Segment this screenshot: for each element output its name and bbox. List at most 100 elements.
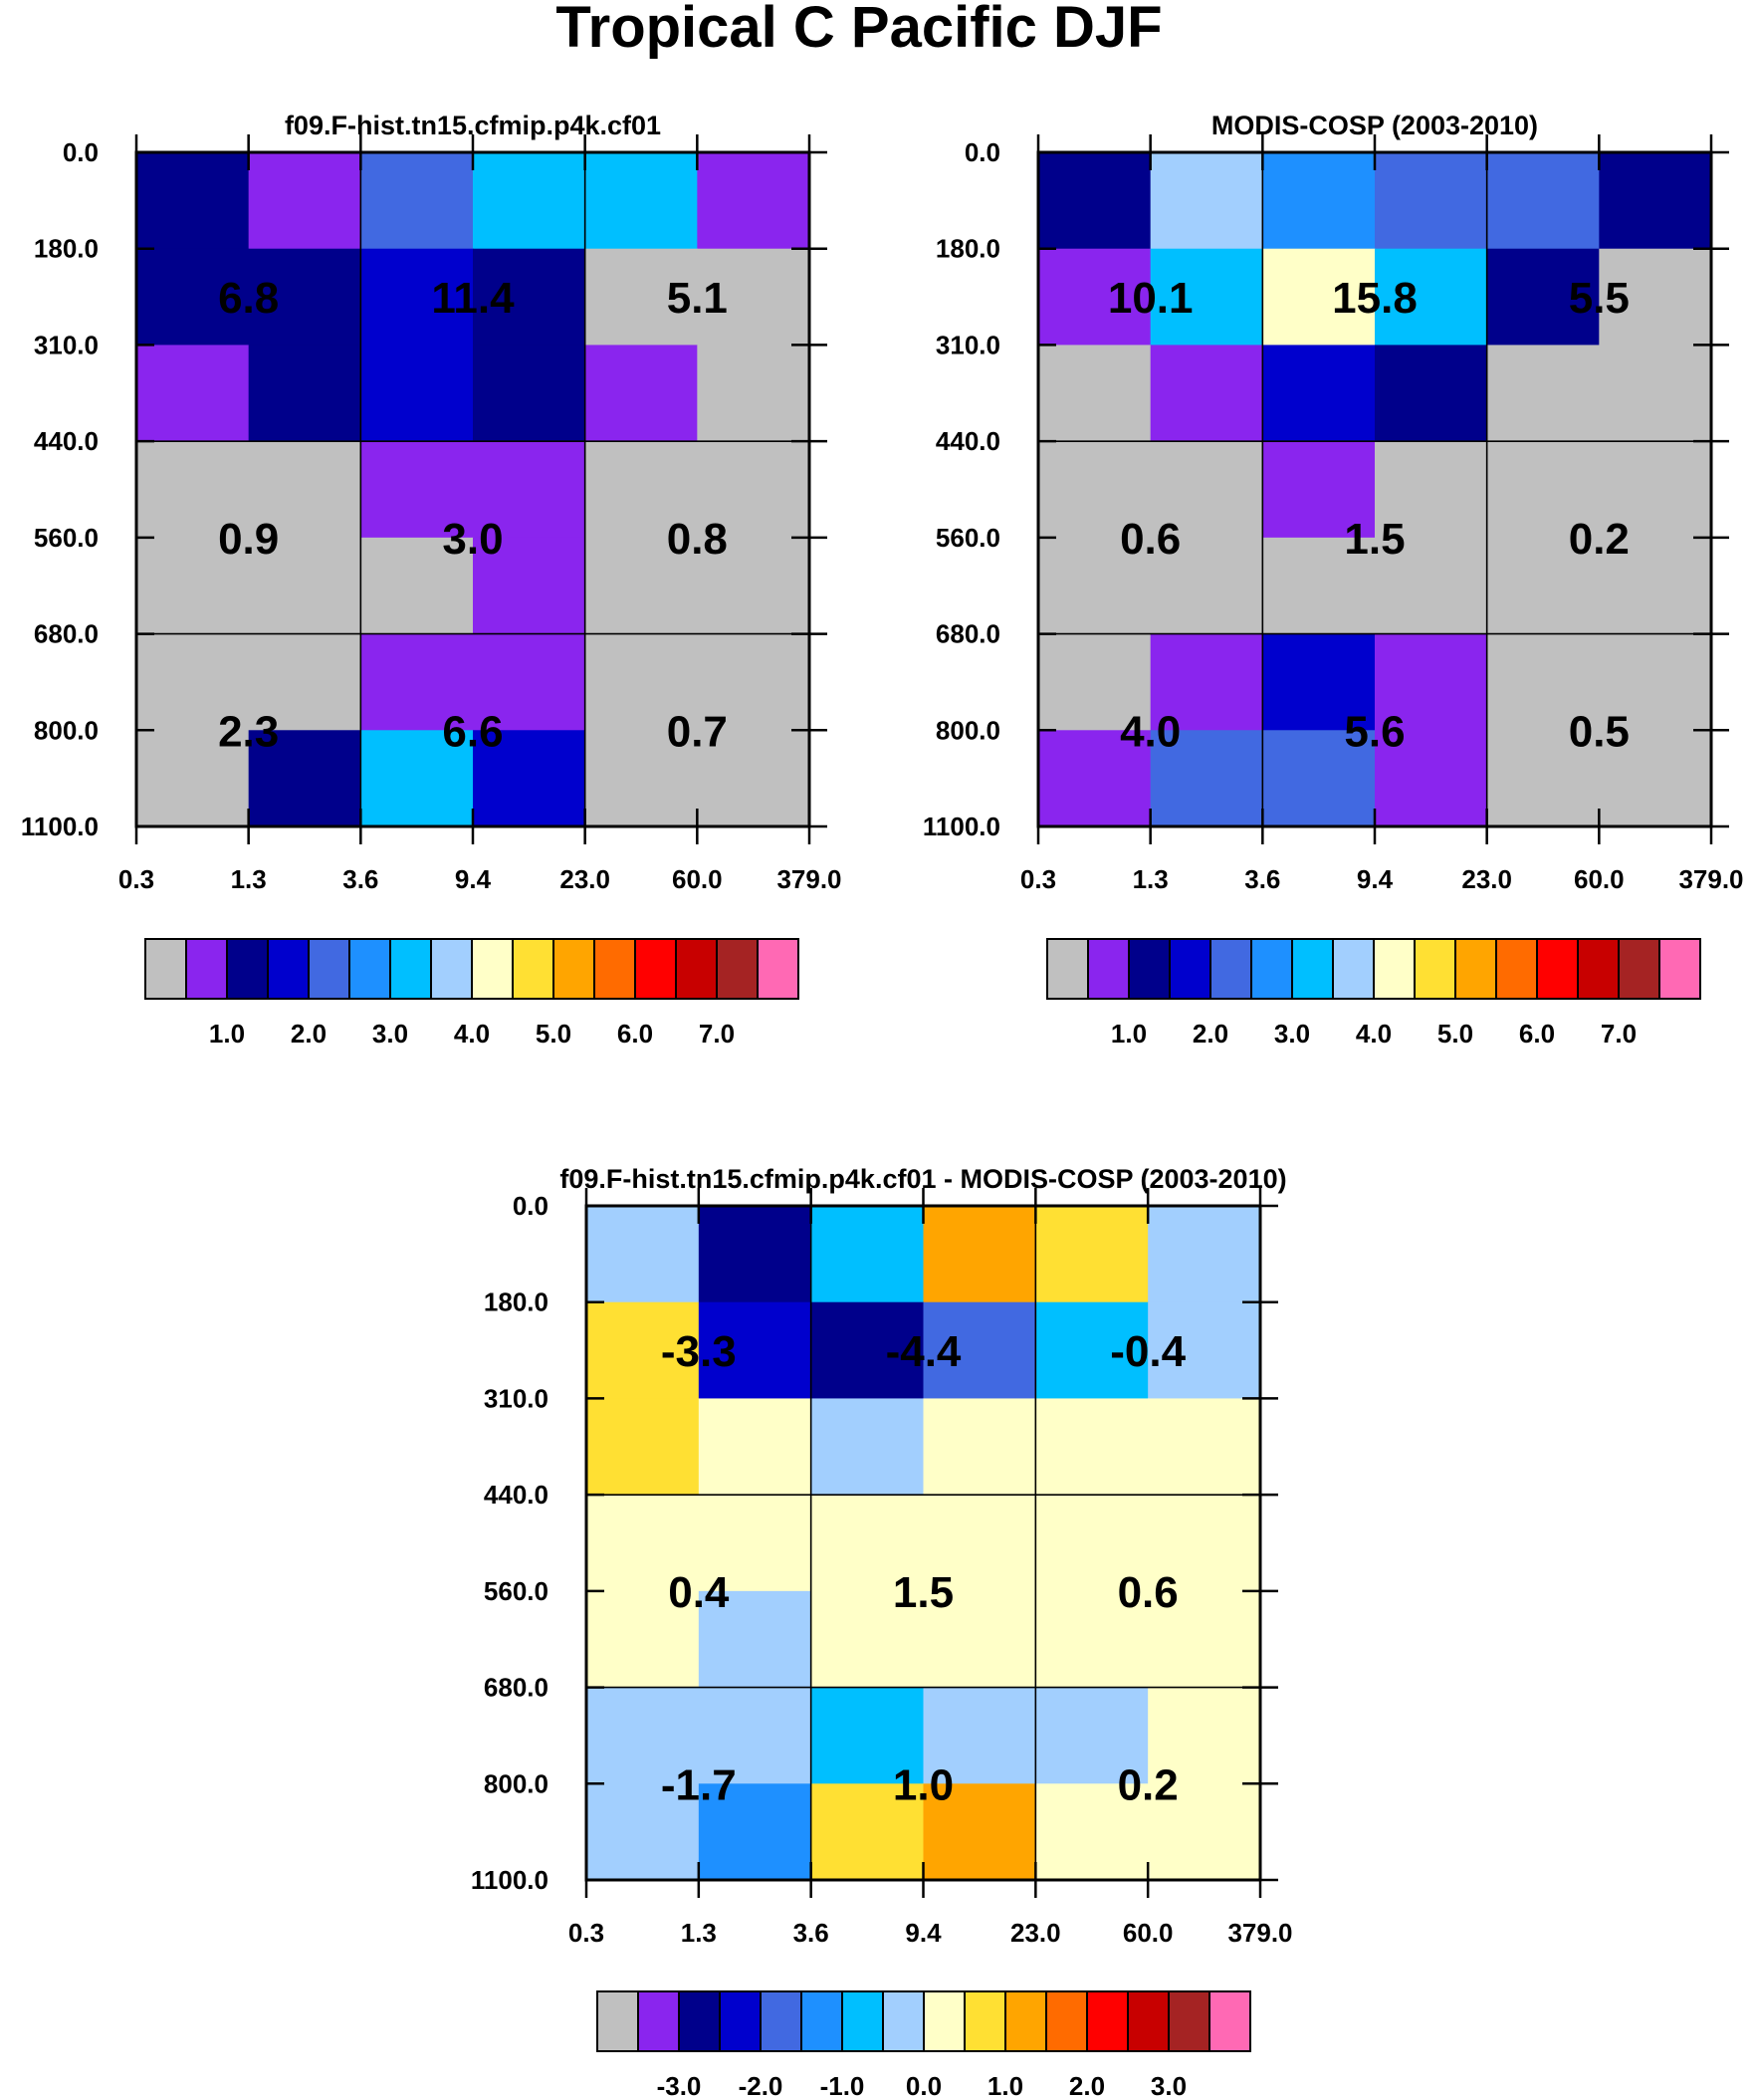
heatmap-cell bbox=[1150, 730, 1263, 827]
heatmap-cell bbox=[584, 730, 698, 827]
y-tick-label: 1100.0 bbox=[21, 812, 99, 841]
x-tick-label: 3.6 bbox=[342, 864, 378, 894]
colorbar-label: 0.0 bbox=[906, 2071, 942, 2100]
colorbar-swatch bbox=[800, 1990, 843, 2052]
heatmap-cell bbox=[473, 248, 586, 347]
heatmap-cell bbox=[1262, 537, 1376, 635]
heatmap-cell bbox=[923, 1398, 1036, 1496]
x-tick-label: 379.0 bbox=[1227, 1918, 1292, 1948]
colorbar-swatch bbox=[760, 1990, 802, 2052]
colorbar-swatch bbox=[1414, 938, 1456, 1000]
heatmap-cell bbox=[1150, 441, 1263, 539]
heatmap-cell bbox=[1486, 248, 1600, 347]
heatmap-cell bbox=[698, 1301, 812, 1400]
box-value-label: 10.1 bbox=[1108, 274, 1194, 323]
colorbar-swatch bbox=[923, 1990, 966, 2052]
colorbar-swatch bbox=[348, 938, 391, 1000]
heatmap-cell bbox=[698, 1206, 812, 1303]
heatmap-cell bbox=[586, 1590, 700, 1689]
box-value-label: 1.0 bbox=[893, 1760, 954, 1809]
x-tick-label: 0.3 bbox=[568, 1918, 604, 1948]
colorbar-swatch bbox=[882, 1990, 925, 2052]
colorbar-label: 1.0 bbox=[209, 1019, 245, 1049]
heatmap-cell bbox=[810, 1301, 925, 1400]
box-value-label: -1.7 bbox=[661, 1760, 737, 1809]
heatmap-cell bbox=[586, 1398, 700, 1496]
box-value-label: 0.9 bbox=[218, 515, 279, 564]
colorbar-label: 2.0 bbox=[1193, 1019, 1228, 1049]
heatmap-cell bbox=[584, 152, 698, 250]
box-value-label: 1.5 bbox=[1344, 515, 1405, 564]
y-tick-label: 310.0 bbox=[34, 330, 99, 359]
figure-title: Tropical C Pacific DJF bbox=[555, 0, 1162, 60]
colorbar-label: 7.0 bbox=[1601, 1019, 1637, 1049]
x-tick-label: 9.4 bbox=[1357, 864, 1394, 894]
x-tick-label: 23.0 bbox=[1461, 864, 1512, 894]
x-tick-label: 60.0 bbox=[1574, 864, 1625, 894]
x-tick-label: 1.3 bbox=[231, 864, 267, 894]
heatmap-cell bbox=[697, 248, 810, 347]
colorbar-swatch bbox=[144, 938, 187, 1000]
x-tick-label: 3.6 bbox=[1244, 864, 1280, 894]
heatmap-cell bbox=[360, 248, 474, 347]
y-tick-label: 680.0 bbox=[34, 619, 99, 649]
heatmap-cell bbox=[1148, 1495, 1261, 1592]
heatmap-cell bbox=[923, 1687, 1036, 1784]
heatmap-cell bbox=[1375, 152, 1488, 250]
heatmap-cell bbox=[1038, 537, 1152, 635]
heatmap-cell bbox=[810, 1495, 925, 1592]
heatmap-cell bbox=[1150, 537, 1263, 635]
heatmap-cell bbox=[1486, 537, 1600, 635]
heatmap-panel-2: MODIS-COSP (2003-2010)0.0180.0310.0440.0… bbox=[923, 111, 1744, 1049]
colorbar-swatch bbox=[471, 938, 514, 1000]
heatmap-cell bbox=[584, 633, 698, 731]
box-value-label: 0.8 bbox=[667, 515, 728, 564]
box-value-label: 0.4 bbox=[668, 1568, 730, 1617]
colorbar-swatch bbox=[1536, 938, 1579, 1000]
heatmap-cell bbox=[1148, 1398, 1261, 1496]
heatmap-cell bbox=[1262, 441, 1376, 539]
colorbar-label: 5.0 bbox=[536, 1019, 571, 1049]
heatmap-cell bbox=[584, 537, 698, 635]
heatmap-cell bbox=[1038, 248, 1152, 347]
box-value-label: -0.4 bbox=[1110, 1327, 1186, 1376]
panels-group: f09.F-hist.tn15.cfmip.p4k.cf010.0180.031… bbox=[21, 111, 1744, 2100]
heatmap-cell bbox=[1150, 633, 1263, 731]
heatmap-cell bbox=[473, 345, 586, 442]
colorbar-swatch bbox=[719, 1990, 762, 2052]
heatmap-cell bbox=[1375, 730, 1488, 827]
heatmap-cell bbox=[1035, 1301, 1149, 1400]
heatmap-cell bbox=[248, 152, 361, 250]
heatmap-cell bbox=[584, 441, 698, 539]
colorbar-label: 4.0 bbox=[454, 1019, 490, 1049]
colorbar-swatch bbox=[1495, 938, 1538, 1000]
heatmap-cell bbox=[810, 1687, 925, 1784]
heatmap-cell bbox=[1038, 633, 1152, 731]
heatmap-cell bbox=[248, 441, 361, 539]
colorbar-swatch bbox=[593, 938, 636, 1000]
heatmap-cell bbox=[810, 1398, 925, 1496]
heatmap-cell bbox=[1262, 248, 1376, 347]
heatmap-cell bbox=[1486, 441, 1600, 539]
heatmap-cell bbox=[810, 1783, 925, 1881]
y-tick-label: 440.0 bbox=[34, 426, 99, 456]
x-tick-label: 23.0 bbox=[1010, 1918, 1061, 1948]
y-tick-label: 800.0 bbox=[936, 715, 1000, 745]
heatmap-cell bbox=[136, 152, 250, 250]
colorbar-label: 3.0 bbox=[1274, 1019, 1310, 1049]
x-tick-label: 9.4 bbox=[905, 1918, 942, 1948]
colorbar-swatch bbox=[308, 938, 350, 1000]
colorbar-swatch bbox=[1332, 938, 1375, 1000]
heatmap-cell bbox=[1486, 730, 1600, 827]
y-tick-label: 180.0 bbox=[34, 234, 99, 264]
heatmap-cell bbox=[1035, 1590, 1149, 1689]
colorbar: -3.0 -2.0 -1.0 0.0 1.0 2.0 3.0 bbox=[596, 1990, 1251, 2100]
box-value-label: 5.5 bbox=[1569, 274, 1630, 323]
colorbar-swatch bbox=[552, 938, 595, 1000]
y-tick-label: 0.0 bbox=[513, 1191, 548, 1221]
colorbar-swatch bbox=[389, 938, 432, 1000]
heatmap-cell bbox=[1148, 1687, 1261, 1784]
heatmap-cell bbox=[248, 633, 361, 731]
box-value-label: 0.2 bbox=[1569, 515, 1630, 564]
